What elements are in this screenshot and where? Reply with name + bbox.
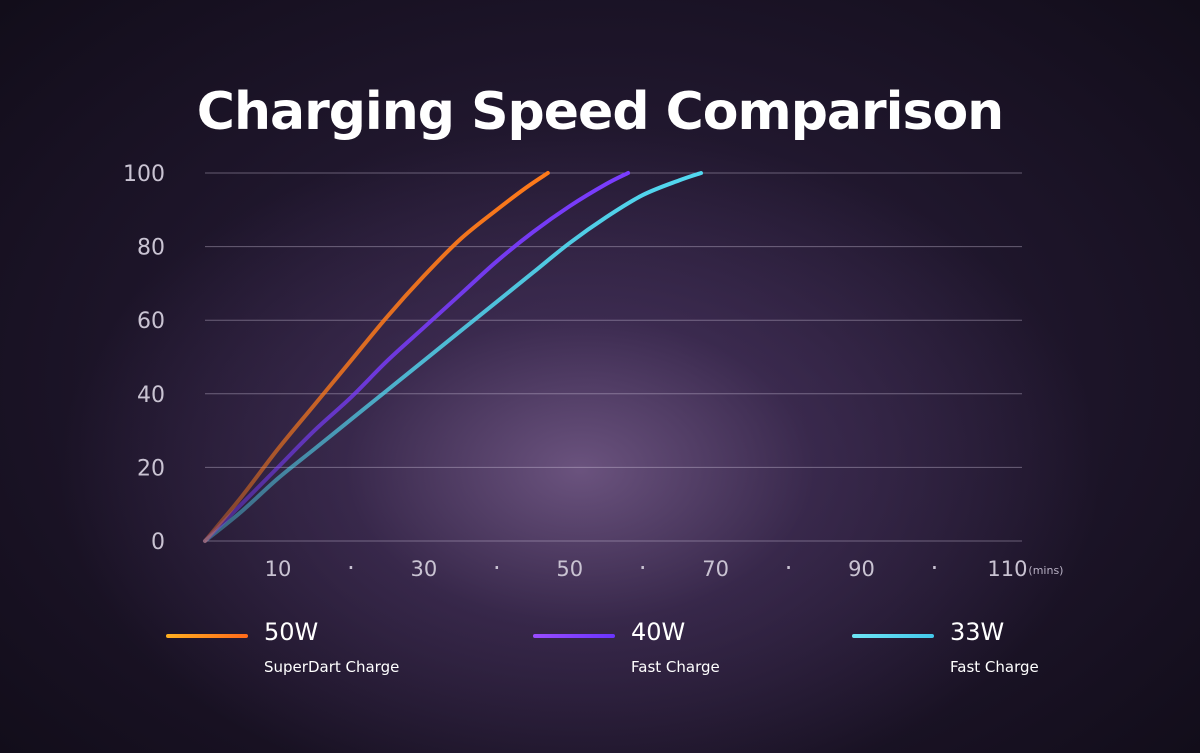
y-tick-label: 0 [151,530,165,555]
series-line-50w [203,171,550,543]
chart-title: Charging Speed Comparison [196,82,1004,142]
y-tick-label: 60 [137,309,165,334]
x-unit-label: (mins) [1028,564,1063,577]
legend-label: 40W [631,618,686,646]
legend-swatch [852,634,934,638]
x-tick-label: 70 [702,557,729,581]
legend-sublabel: SuperDart Charge [264,658,400,676]
series-line-40w [203,171,631,543]
y-tick-label: 100 [123,162,165,187]
y-tick-label: 20 [137,456,165,481]
legend-sublabel: Fast Charge [631,658,720,676]
x-tick-label: · [639,554,647,582]
y-tick-label: 40 [137,383,165,408]
series-line-33w [203,171,704,543]
y-tick-label: 80 [137,236,165,261]
x-tick-label: · [493,554,501,582]
legend-label: 50W [264,618,319,646]
legend-sublabel: Fast Charge [950,658,1039,676]
x-tick-label: 110 [987,557,1027,581]
x-tick-label: · [347,554,355,582]
x-tick-label: 10 [265,557,292,581]
x-tick-label: 50 [556,557,583,581]
legend-swatch [166,634,248,638]
legend-swatch [533,634,615,638]
x-tick-label: · [931,554,939,582]
x-tick-label: 90 [848,557,875,581]
legend-label: 33W [950,618,1005,646]
x-tick-label: · [785,554,793,582]
x-tick-label: 30 [410,557,437,581]
